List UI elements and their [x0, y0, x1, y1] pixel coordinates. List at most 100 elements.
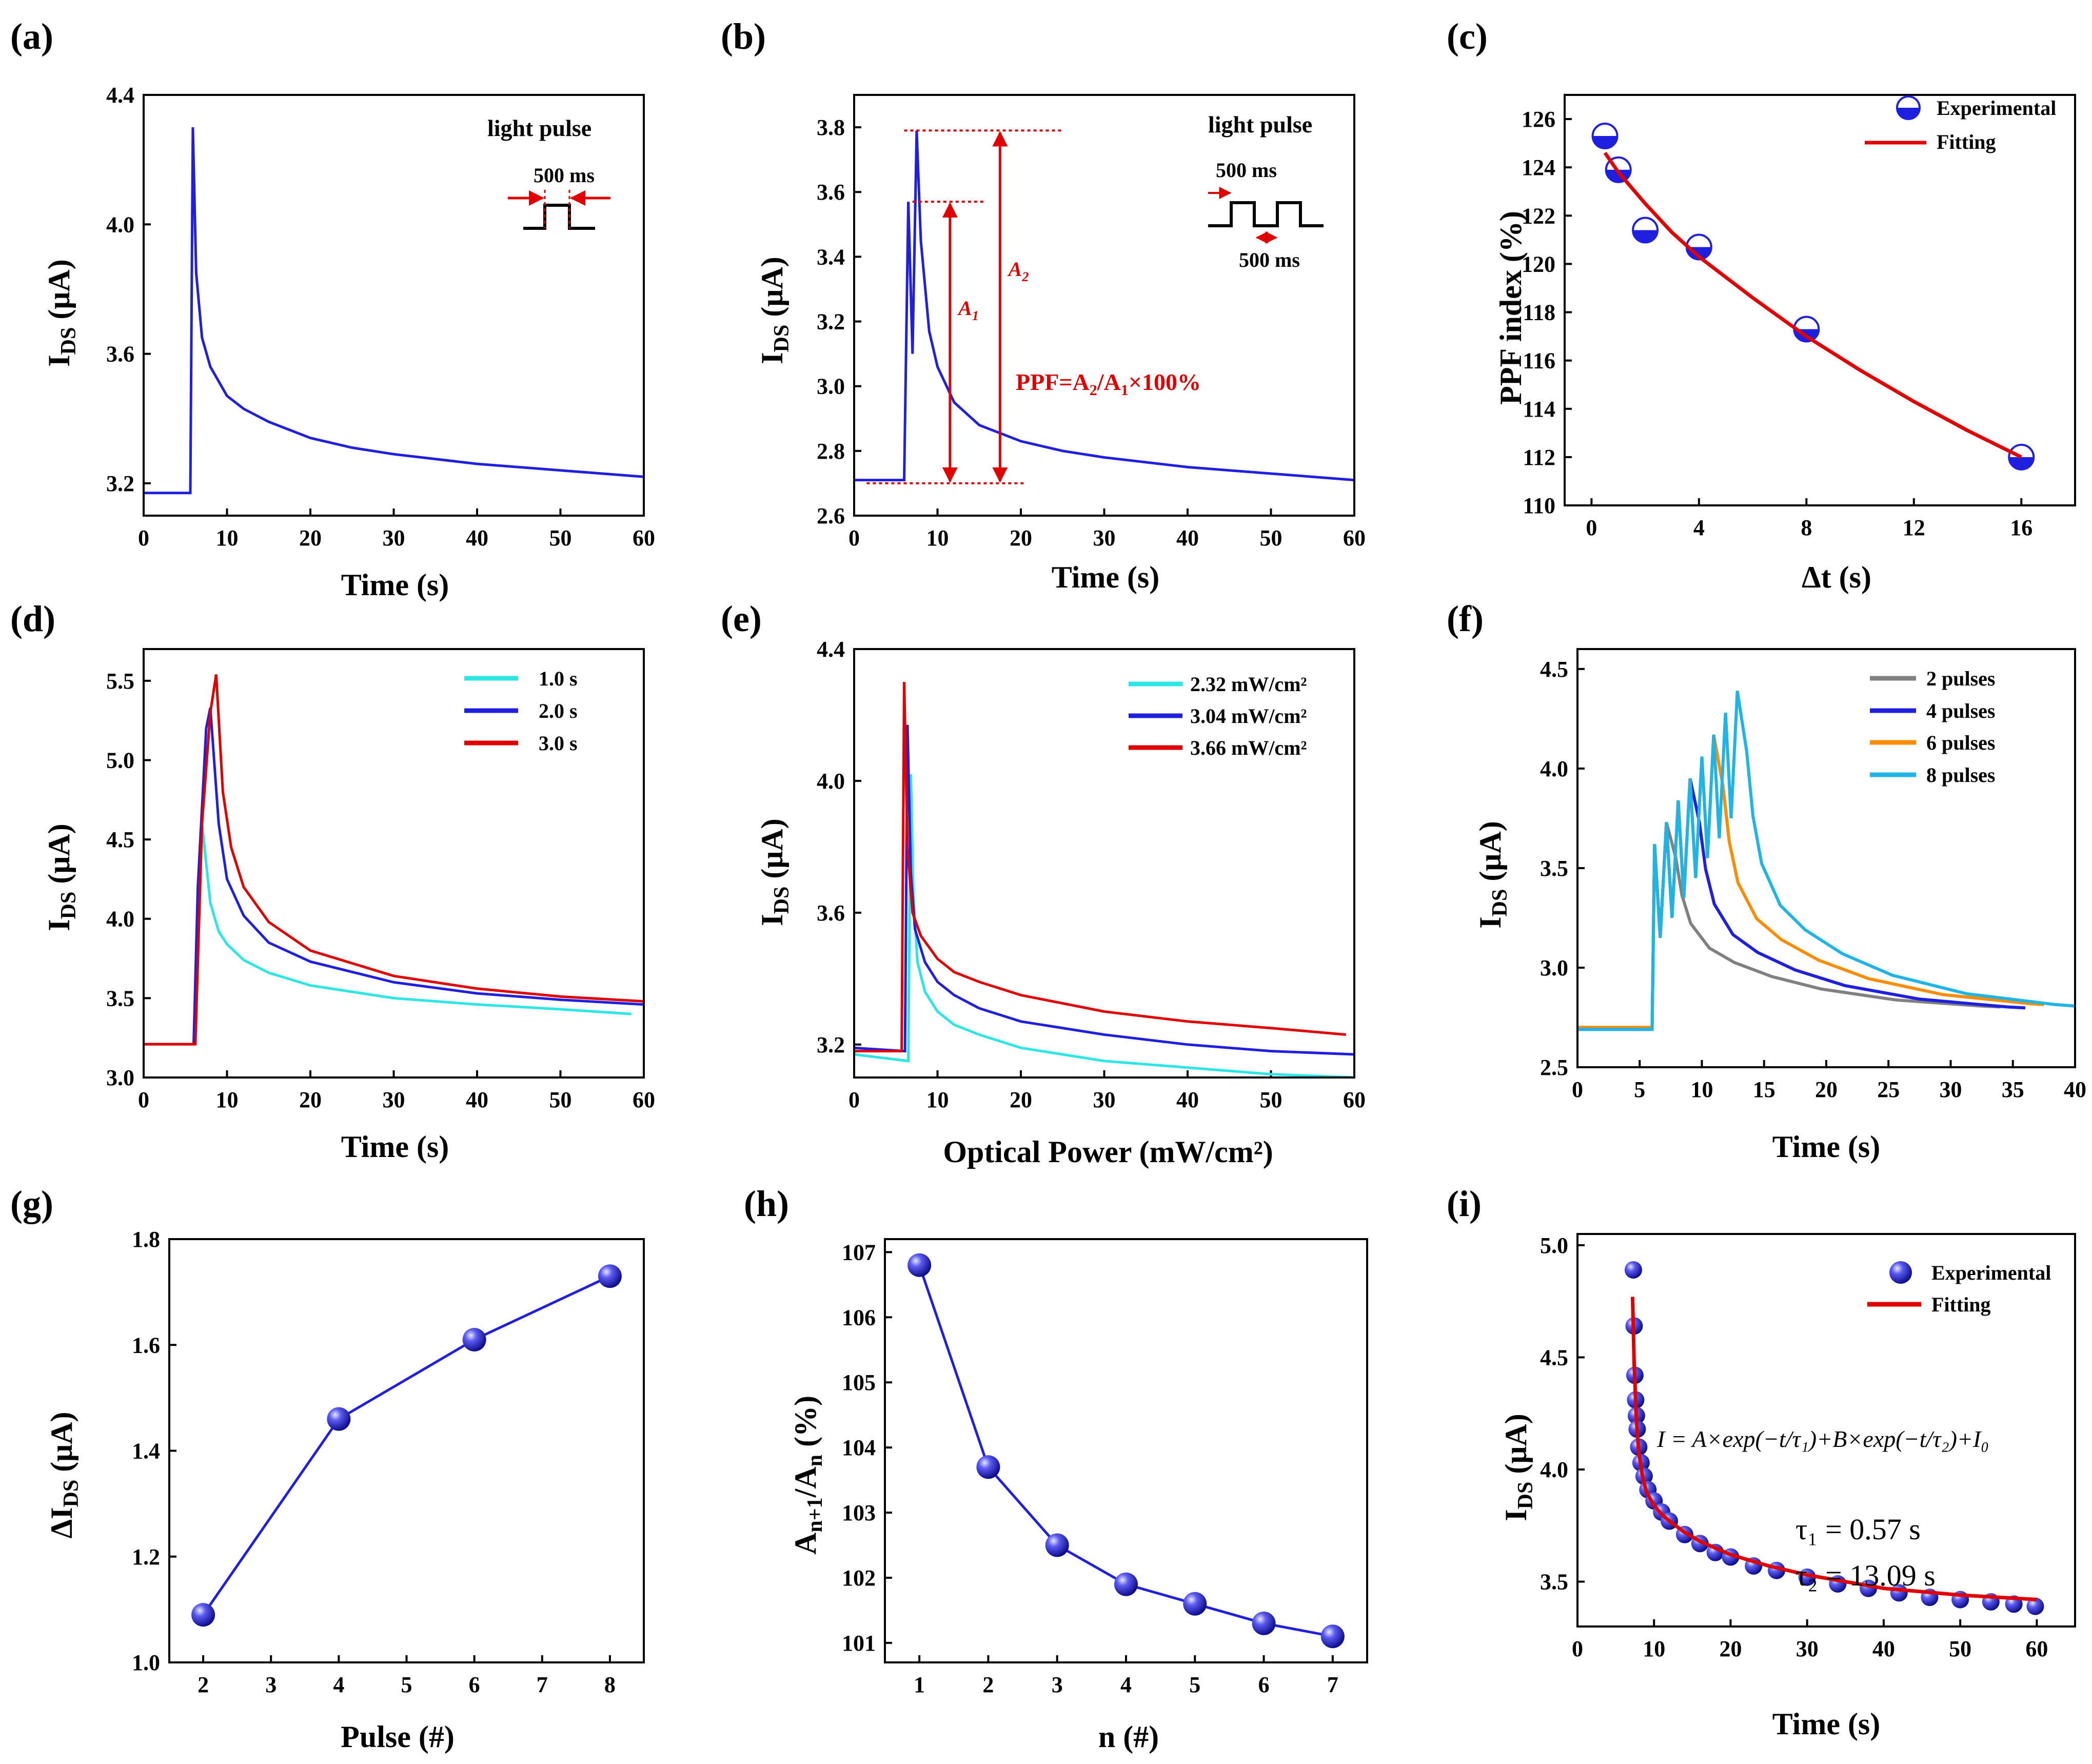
x-tick-label: 30: [383, 525, 405, 551]
legend-label: 8 pulses: [1926, 763, 1996, 787]
y-tick-label: 3.6: [817, 900, 845, 926]
data-point: [907, 1253, 932, 1277]
x-tick-label: 2: [198, 1672, 209, 1697]
series-line: [854, 130, 1355, 482]
legend: Experimental Fitting: [1865, 95, 2056, 153]
legend-half-filled-marker: [1897, 108, 1920, 119]
data-point: [191, 1603, 215, 1627]
x-tick-label: 5: [401, 1672, 412, 1697]
x-tick-label: 16: [2010, 515, 2032, 540]
data-point-fill: [1633, 230, 1658, 243]
plot-area: 0 4 8 12 16 110 112 114 116 118 120 122 124 126: [1522, 94, 2076, 540]
x-tick-label: 5: [1634, 1077, 1645, 1102]
plot-area: 1 2 3 4 5 6 7 101 102 103 104 105 106 107: [842, 1238, 1368, 1697]
x-tick-label: 4: [1693, 515, 1705, 540]
x-tick-label: 40: [1872, 1636, 1895, 1661]
y-tick-label: 3.0: [106, 1065, 134, 1090]
y-tick-label: 1.8: [132, 1227, 160, 1252]
x-tick-label: 20: [1010, 525, 1032, 551]
y-tick-label: 118: [1523, 300, 1555, 325]
panel-label: (h): [744, 1183, 789, 1224]
plot-area: 0 5 10 15 20 25 30 35 40 2.5 3.0 3.5 4.0 4.5: [1540, 648, 2086, 1102]
plot-area: 0 10 20 30 40 50 60 2.6 2.8 3.0 3.2 3.4 3.6 3.8: [817, 94, 1366, 551]
data-point: [1045, 1533, 1069, 1557]
x-tick-label: 60: [633, 1087, 655, 1112]
y-tick-label: 112: [1523, 445, 1555, 470]
x-tick-label: 0: [1572, 1636, 1583, 1661]
data-point: [1320, 1624, 1345, 1649]
legend-sphere-marker: [1889, 1261, 1912, 1284]
plot-area: 0 10 20 30 40 50 60 3.2 3.6 4.0 4.4: [106, 83, 655, 551]
plot-area: 0 10 20 30 40 50 60 3.0 3.5 4.0 4.5 5.0 5.5: [106, 648, 655, 1112]
x-tick-label: 6: [469, 1672, 480, 1697]
x-tick-label: 20: [299, 1087, 322, 1112]
y-tick-label: 126: [1522, 107, 1555, 132]
light-pulse-title: light pulse: [1208, 111, 1312, 138]
plot-area: 0 10 20 30 40 50 60 3.2 3.6 4.0 4.4: [817, 637, 1366, 1112]
y-tick-label: 3.0: [1540, 955, 1568, 981]
y-tick-label: 1.4: [132, 1439, 160, 1464]
legend: Experimental Fitting: [1867, 1261, 2051, 1316]
x-tick-label: 4: [333, 1672, 344, 1697]
y-tick-label: 104: [842, 1435, 876, 1460]
x-tick-label: 12: [1903, 515, 1925, 540]
y-axis-label: ΔIDS (μA): [45, 1412, 83, 1539]
y-tick-label: 5.5: [106, 669, 134, 694]
pulse-waveform-icon: [523, 204, 595, 230]
x-tick-label: 40: [466, 525, 488, 551]
x-tick-label: 35: [2002, 1077, 2024, 1102]
pulse-interval-label: 500 ms: [1239, 248, 1300, 271]
x-tick-label: 50: [1260, 1087, 1282, 1112]
legend-label: Experimental: [1931, 1261, 2051, 1284]
axes-frame: [853, 94, 1355, 517]
x-tick-label: 10: [1643, 1636, 1665, 1661]
series-line: [144, 823, 631, 1046]
x-tick-label: 10: [926, 525, 949, 551]
legend-label: Fitting: [1937, 130, 1996, 153]
x-tick-label: 50: [1260, 525, 1282, 551]
series-line: [854, 724, 1355, 1056]
x-tick-label: 25: [1877, 1077, 1900, 1102]
series-line: [144, 674, 644, 1046]
x-tick-label: 10: [216, 525, 239, 551]
y-tick-label: 116: [1523, 348, 1555, 374]
x-tick-label: 60: [1343, 1087, 1366, 1112]
y-tick-label: 3.5: [1540, 1570, 1568, 1595]
x-tick-label: 30: [1940, 1077, 1962, 1102]
y-tick-label: 2.8: [817, 439, 845, 464]
y-tick-label: 3.2: [106, 471, 134, 496]
x-tick-label: 20: [1815, 1077, 1838, 1102]
x-tick-label: 3: [1052, 1672, 1063, 1697]
legend-label: 1.0 s: [539, 667, 578, 690]
y-tick-label: 5.0: [106, 748, 134, 773]
panel-i: (i) 0 10 20 30 40 50 60 3.5 4.0 4.5 5.0 Time (s) I…: [1447, 1183, 2076, 1741]
x-tick-label: 40: [1176, 525, 1199, 551]
legend-label: 6 pulses: [1926, 731, 1996, 754]
axes-frame: [168, 1238, 645, 1663]
y-tick-label: 3.6: [106, 342, 134, 367]
x-tick-label: 10: [1691, 1077, 1713, 1102]
legend-label: 2.32 mW/cm²: [1190, 673, 1307, 696]
panel-label: (a): [10, 16, 53, 57]
x-tick-label: 2: [982, 1672, 994, 1697]
y-tick-label: 3.5: [1540, 856, 1568, 881]
x-tick-label: 0: [848, 525, 860, 551]
panel-label: (f): [1447, 598, 1484, 639]
legend-label: 4 pulses: [1926, 699, 1996, 722]
data-point-fill: [1592, 136, 1617, 148]
panel-d: (d) 0 10 20 30 40 50 60 3.0 3.5 4.0 4.5 5.0 5.5 Time…: [10, 598, 655, 1164]
panel-h: (h) 1 2 3 4 5 6 7 101 102 103 104 105 106 107 n (#) A…: [744, 1183, 1368, 1754]
fit-formula: I = A×exp(−t/τ₁)+B×exp(−t/τ₂)+I₀: [1656, 1426, 1989, 1452]
y-tick-label: 4.4: [106, 83, 134, 108]
y-tick-label: 4.4: [817, 637, 845, 662]
y-tick-label: 3.2: [817, 1032, 845, 1057]
axes-frame: [1564, 94, 2076, 506]
x-tick-label: 50: [549, 525, 572, 551]
legend-label: 3.66 mW/cm²: [1190, 736, 1307, 759]
data-point: [462, 1327, 486, 1351]
y-axis-label: IDS (μA): [42, 259, 81, 366]
x-tick-label: 8: [1801, 515, 1812, 540]
y-axis-label: IDS (μA): [755, 257, 794, 364]
data-point: [1624, 1261, 1642, 1279]
